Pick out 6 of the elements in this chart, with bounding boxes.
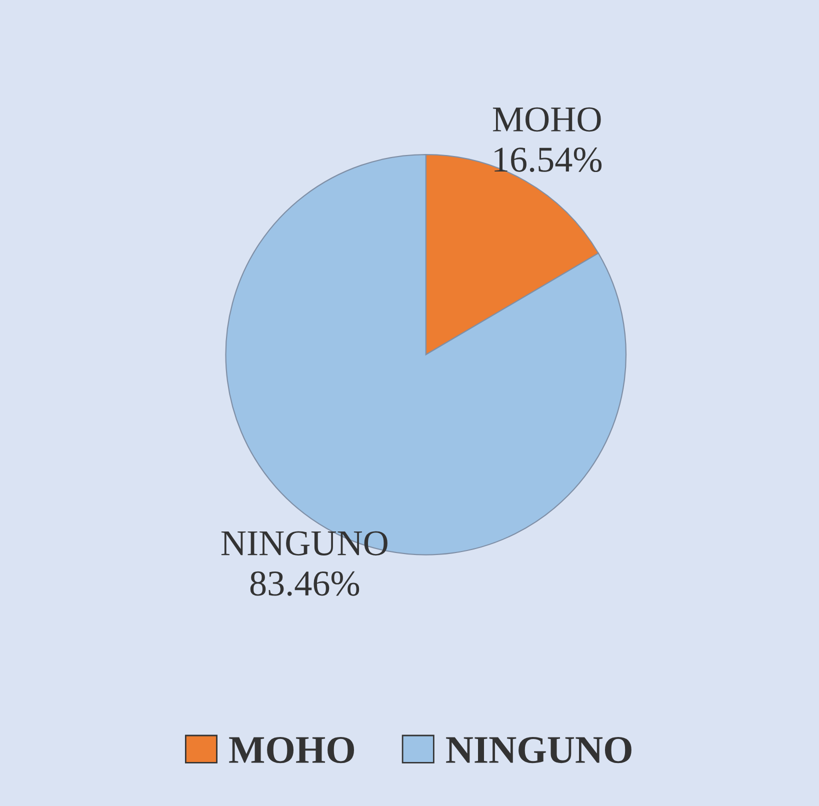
slice-label: MOHO (492, 107, 601, 132)
slice-label: NINGUNO (221, 531, 388, 556)
legend-label: MOHO (229, 736, 354, 764)
data-label: 83.46% (250, 571, 360, 596)
data-label: 16.54% (494, 148, 602, 172)
legend-label: NINGUNO (446, 736, 632, 764)
